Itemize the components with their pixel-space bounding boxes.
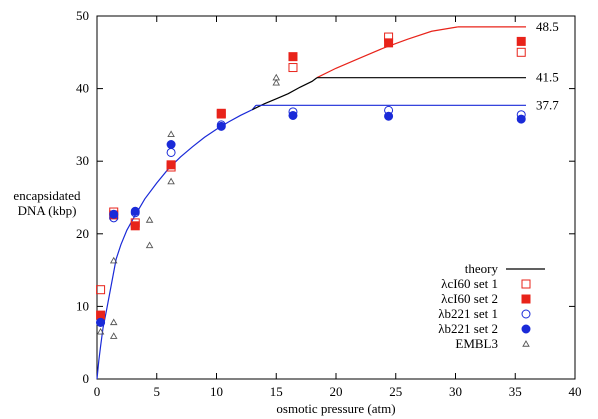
data-point <box>167 177 175 185</box>
y-tick-label: 0 <box>83 371 90 386</box>
data-point <box>145 216 154 223</box>
data-point <box>272 78 281 86</box>
data-point <box>109 332 118 339</box>
y-tick-label: 10 <box>76 298 89 313</box>
x-tick-label: 25 <box>389 384 402 399</box>
data-point <box>130 206 140 216</box>
x-tick-label: 15 <box>270 384 283 399</box>
y-axis-label-line-1: encapsidated <box>13 188 81 203</box>
legend-marker <box>521 324 531 334</box>
legend-marker <box>521 309 531 319</box>
x-tick-label: 5 <box>154 384 161 399</box>
data-point <box>516 47 526 57</box>
axes: 0 5 10 15 20 25 30 35 40 0 10 20 30 40 50 <box>76 8 582 399</box>
plateau-label: 37.7 <box>536 97 559 112</box>
x-tick-label: 40 <box>569 384 582 399</box>
plateau-label: 48.5 <box>536 19 559 34</box>
data-point <box>384 111 394 121</box>
data-point <box>166 147 176 157</box>
y-tick-label: 30 <box>76 153 89 168</box>
plot-frame <box>96 15 576 380</box>
y-tick-label: 50 <box>76 8 89 23</box>
legend-label-theory: theory <box>465 261 499 276</box>
legend-marker <box>521 294 531 304</box>
x-tick-label: 0 <box>94 384 101 399</box>
data-point <box>130 221 140 231</box>
x-tick-label: 10 <box>210 384 223 399</box>
data-point <box>216 108 226 118</box>
theory-curve-black <box>252 77 318 111</box>
x-tick-label: 20 <box>330 384 343 399</box>
data-point <box>216 121 226 131</box>
legend-label: λcI60 set 2 <box>441 291 498 306</box>
legend-marker <box>521 279 531 289</box>
data-point <box>288 63 298 73</box>
data-point <box>96 327 105 335</box>
data-point <box>516 114 526 124</box>
data-point <box>166 160 176 170</box>
theory-curve-red <box>316 26 458 79</box>
data-point <box>96 317 106 327</box>
theory-curve-blue <box>96 104 257 380</box>
y-tick-label: 20 <box>76 226 89 241</box>
plot-area: 48.5 41.5 37.7 <box>96 19 559 380</box>
plateau-label: 41.5 <box>536 70 559 85</box>
x-axis-label: osmotic pressure (atm) <box>276 401 395 416</box>
data-point <box>96 285 106 295</box>
x-tick-label: 30 <box>449 384 462 399</box>
data-point <box>288 52 298 62</box>
data-point <box>167 130 175 138</box>
data-point <box>145 241 154 249</box>
legend-label: λb221 set 1 <box>438 306 498 321</box>
legend-label: EMBL3 <box>455 336 498 351</box>
data-point <box>109 318 118 326</box>
legend-label: λb221 set 2 <box>438 321 498 336</box>
data-point <box>109 209 119 219</box>
data-point <box>288 110 298 120</box>
data-point <box>516 36 526 46</box>
x-tick-label: 35 <box>509 384 522 399</box>
legend-marker <box>522 340 530 347</box>
y-axis-label-line-2: DNA (kbp) <box>18 203 77 218</box>
data-point <box>166 140 176 150</box>
legend-label: λcI60 set 1 <box>441 276 498 291</box>
y-tick-label: 40 <box>76 81 89 96</box>
data-point <box>109 256 118 264</box>
data-point <box>384 38 394 48</box>
